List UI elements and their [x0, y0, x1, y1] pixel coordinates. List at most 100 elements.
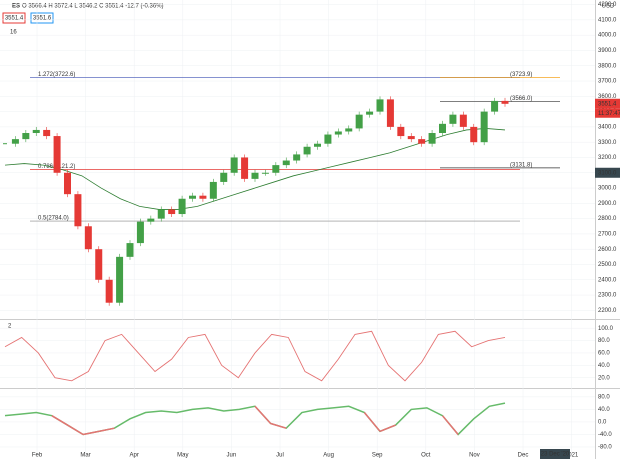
x-tick-label: Jul [276, 453, 284, 459]
candle [105, 279, 113, 303]
candle [241, 157, 249, 179]
sell-price: 3551.4 [5, 16, 24, 22]
indicator-title: 2 [8, 324, 12, 330]
quantity: 16 [10, 30, 17, 36]
x-tick-label: Jun [227, 453, 237, 459]
candle [480, 111, 488, 143]
x-tick-label: Nov [469, 453, 480, 459]
negative-segment [67, 424, 84, 436]
negative-segment [270, 422, 287, 429]
candle [418, 139, 426, 144]
candle [199, 195, 207, 199]
y-tick-label: 80.0 [598, 394, 610, 400]
candle [501, 100, 509, 104]
y-tick-label: -80.0 [598, 445, 612, 451]
candle [168, 209, 176, 215]
x-tick-label: Feb [32, 453, 43, 459]
candle [293, 154, 301, 161]
y-tick-label: 3900.0 [598, 48, 617, 54]
date-label: 23 Dec '20 [541, 452, 570, 458]
date-box [540, 449, 570, 459]
indicator-line [4, 330, 506, 382]
candle [64, 172, 71, 195]
candle [491, 100, 499, 112]
x-tick-label: Aug [323, 453, 334, 459]
level-label: 1.272(3722.6) [38, 72, 75, 78]
candle [459, 114, 467, 127]
candle [439, 123, 446, 134]
candle [22, 133, 30, 140]
x-tick-label: May [177, 453, 188, 459]
level-label: (3723.9) [510, 72, 532, 78]
candle [272, 165, 280, 173]
candle [95, 249, 103, 280]
candle [220, 172, 228, 182]
negative-segment [363, 412, 381, 432]
candle [261, 172, 269, 174]
y-tick-label: 40.0 [598, 363, 610, 369]
y-tick-label: 0.0 [598, 420, 607, 426]
candle [74, 194, 82, 227]
candle [428, 133, 436, 144]
candle [470, 126, 478, 143]
candle [209, 181, 217, 199]
negative-segment [441, 415, 459, 435]
negative-segment [82, 430, 99, 436]
buy-button[interactable] [30, 12, 54, 24]
symbol: ES [12, 4, 20, 10]
negative-segment [51, 415, 68, 426]
candle [43, 129, 51, 137]
candle [345, 128, 353, 132]
candle [32, 129, 40, 134]
candle [116, 256, 124, 303]
candle [84, 226, 92, 250]
y-tick-label: 2700.0 [598, 231, 617, 237]
x-tick-label: Apr [130, 453, 139, 459]
candle [449, 114, 457, 124]
candle [376, 99, 384, 112]
candle [189, 195, 196, 199]
y-tick-label: 2800.0 [598, 216, 617, 222]
x-tick-label: Mar [80, 453, 90, 459]
level-label: (3131.8) [510, 162, 532, 168]
candle [366, 111, 374, 115]
sell-button[interactable] [2, 12, 26, 24]
negative-segment [379, 424, 396, 433]
y-tick-label: 2300.0 [598, 293, 617, 299]
y-tick-label: -40.0 [598, 432, 612, 438]
y-tick-label: 80.0 [598, 338, 610, 344]
candle [334, 131, 342, 135]
candle [136, 221, 144, 244]
candle [11, 139, 19, 144]
y-tick-label: 100.0 [598, 326, 614, 332]
ohlc: O 3566.4 H 3572.4 L 3546.2 C 3551.4 -12.… [22, 4, 164, 10]
y-tick-label: 20.0 [598, 375, 610, 381]
y-tick-label: 4100.0 [598, 17, 617, 23]
candle [53, 136, 61, 173]
price-tag [595, 167, 620, 178]
y-tick-label: 3000.0 [598, 186, 617, 192]
x-tick-label: Sep [372, 453, 383, 459]
y-tick-label: 2400.0 [598, 277, 617, 283]
price-tag-label: 3551.4 [598, 101, 617, 107]
candle [386, 99, 394, 127]
y-tick-label: 3600.0 [598, 94, 617, 100]
x-tick-label: 2021 [565, 453, 579, 459]
y-tick-label: 3200.0 [598, 155, 617, 161]
candle [178, 198, 186, 215]
candle [407, 136, 415, 140]
y-tick-label: 4200.0 [598, 2, 617, 8]
countdown: 11:37:47 [598, 111, 620, 117]
price-tag [595, 98, 620, 109]
candle [230, 157, 238, 173]
y-tick-label: 2600.0 [598, 247, 617, 253]
y-tick-label: 60.0 [598, 351, 610, 357]
negative-segment [254, 405, 272, 425]
y-tick-label: 3400.0 [598, 124, 617, 130]
candle [147, 218, 155, 222]
candle [314, 143, 321, 147]
y-tick-label: 2500.0 [598, 262, 617, 268]
y-tick-label: 2900.0 [598, 201, 617, 207]
